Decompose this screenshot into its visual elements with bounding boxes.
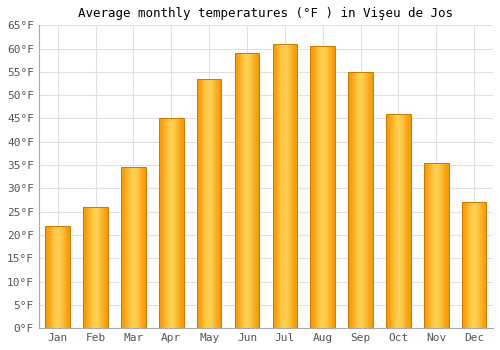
Bar [272,44,297,328]
Bar [197,79,222,328]
Title: Average monthly temperatures (°F ) in Vişeu de Jos: Average monthly temperatures (°F ) in Vi… [78,7,454,20]
Bar [424,163,448,328]
Bar [462,202,486,328]
Bar [121,167,146,328]
Bar [84,207,108,328]
Bar [234,53,260,328]
Bar [310,46,335,328]
Bar [159,119,184,328]
Bar [348,72,373,328]
Bar [386,114,410,328]
Bar [46,226,70,328]
